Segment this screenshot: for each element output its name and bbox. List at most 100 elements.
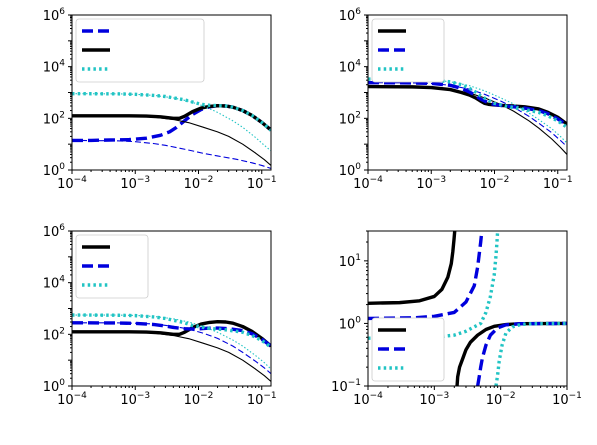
x-tick-exponent: −4 [370, 175, 384, 185]
x-tick-exponent: −4 [370, 391, 384, 401]
series-line-2 [72, 139, 271, 169]
x-tick-label: 10−1 [543, 175, 573, 192]
y-tick-base: 10 [43, 164, 60, 179]
y-tick-label: 104 [339, 59, 362, 76]
y-tick-label: 100 [43, 378, 66, 395]
y-tick-label: 104 [43, 275, 66, 292]
y-tick-exponent: 6 [59, 7, 65, 17]
series-line-2 [368, 86, 567, 155]
x-tick-exponent: −4 [74, 391, 88, 401]
y-tick-exponent: 2 [59, 326, 65, 336]
x-tick-label: 10−3 [419, 391, 449, 408]
y-tick-exponent: 2 [59, 110, 65, 120]
x-tick-base: 10 [184, 393, 201, 408]
y-tick-base: 10 [43, 225, 60, 240]
x-tick-label: 10−2 [480, 175, 510, 192]
legend [75, 18, 205, 83]
y-tick-exponent: 2 [355, 110, 361, 120]
legend-box [371, 18, 445, 83]
y-tick-base: 10 [43, 277, 60, 292]
x-tick-base: 10 [552, 393, 569, 408]
y-tick-label: 100 [43, 162, 66, 179]
x-tick-exponent: −4 [74, 175, 88, 185]
series-line-4 [368, 82, 567, 148]
series-line-6 [72, 314, 271, 370]
series-line-3 [72, 103, 271, 132]
series-line-4 [72, 322, 271, 375]
x-tick-base: 10 [419, 393, 436, 408]
x-tick-label: 10−2 [486, 391, 516, 408]
x-tick-base: 10 [480, 177, 497, 192]
x-tick-base: 10 [353, 177, 370, 192]
series-line-3 [368, 80, 567, 127]
x-tick-label: 10−2 [184, 175, 214, 192]
x-axis: 10−4 10−3 10−2 10−1 [57, 386, 277, 408]
series-line-6 [72, 93, 271, 152]
x-tick-exponent: −1 [569, 391, 582, 401]
x-axis: 10−4 10−3 10−2 10−1 [57, 170, 277, 192]
x-tick-label: 10−1 [552, 391, 582, 408]
x-tick-exponent: −3 [433, 175, 446, 185]
y-tick-base: 10 [339, 164, 356, 179]
y-tick-base: 10 [331, 380, 348, 395]
y-tick-exponent: 0 [59, 162, 65, 172]
y-tick-exponent: 4 [355, 59, 361, 69]
series-line-4 [72, 115, 271, 166]
x-tick-label: 10−4 [57, 391, 87, 408]
x-tick-base: 10 [120, 393, 137, 408]
series-group [72, 91, 271, 169]
y-tick-exponent: 4 [59, 275, 65, 285]
legend [371, 317, 445, 382]
x-tick-exponent: −2 [200, 175, 213, 185]
x-tick-base: 10 [120, 177, 137, 192]
x-tick-base: 10 [184, 177, 201, 192]
series-line-1 [72, 319, 271, 348]
x-tick-label: 10−3 [120, 391, 150, 408]
x-axis: 10−4 10−3 10−2 10−1 [353, 386, 582, 408]
x-tick-exponent: −2 [502, 391, 515, 401]
x-tick-label: 10−4 [353, 391, 383, 408]
series-line-2 [368, 231, 567, 386]
series-group [368, 77, 567, 155]
y-tick-base: 10 [339, 255, 356, 270]
x-tick-label: 10−1 [247, 391, 277, 408]
y-tick-label: 10−1 [331, 378, 361, 395]
y-tick-label: 106 [43, 7, 66, 24]
y-tick-base: 10 [43, 9, 60, 24]
y-tick-exponent: 0 [355, 162, 361, 172]
legend-box [75, 234, 149, 299]
series-line-5 [72, 91, 271, 132]
x-tick-exponent: −3 [436, 391, 449, 401]
x-axis: 10−4 10−3 10−2 10−1 [353, 170, 573, 192]
y-tick-exponent: 0 [59, 378, 65, 388]
y-tick-exponent: 6 [355, 7, 361, 17]
y-tick-label: 101 [339, 253, 361, 270]
x-tick-exponent: −3 [137, 175, 150, 185]
x-tick-base: 10 [416, 177, 433, 192]
series-line-5 [72, 313, 271, 349]
x-tick-exponent: −3 [137, 391, 150, 401]
x-tick-label: 10−4 [353, 175, 383, 192]
y-tick-base: 10 [43, 112, 60, 127]
y-tick-label: 102 [43, 110, 65, 127]
x-tick-exponent: −2 [496, 175, 509, 185]
series-line-2 [72, 331, 271, 382]
y-tick-exponent: 6 [59, 223, 65, 233]
y-tick-label: 100 [339, 315, 362, 332]
x-tick-exponent: −2 [200, 391, 213, 401]
y-tick-exponent: −1 [348, 378, 361, 388]
legend-box [371, 317, 445, 382]
x-tick-label: 10−3 [120, 175, 150, 192]
x-tick-base: 10 [247, 177, 264, 192]
x-tick-base: 10 [353, 393, 370, 408]
y-tick-label: 102 [43, 326, 65, 343]
y-tick-label: 106 [339, 7, 362, 24]
